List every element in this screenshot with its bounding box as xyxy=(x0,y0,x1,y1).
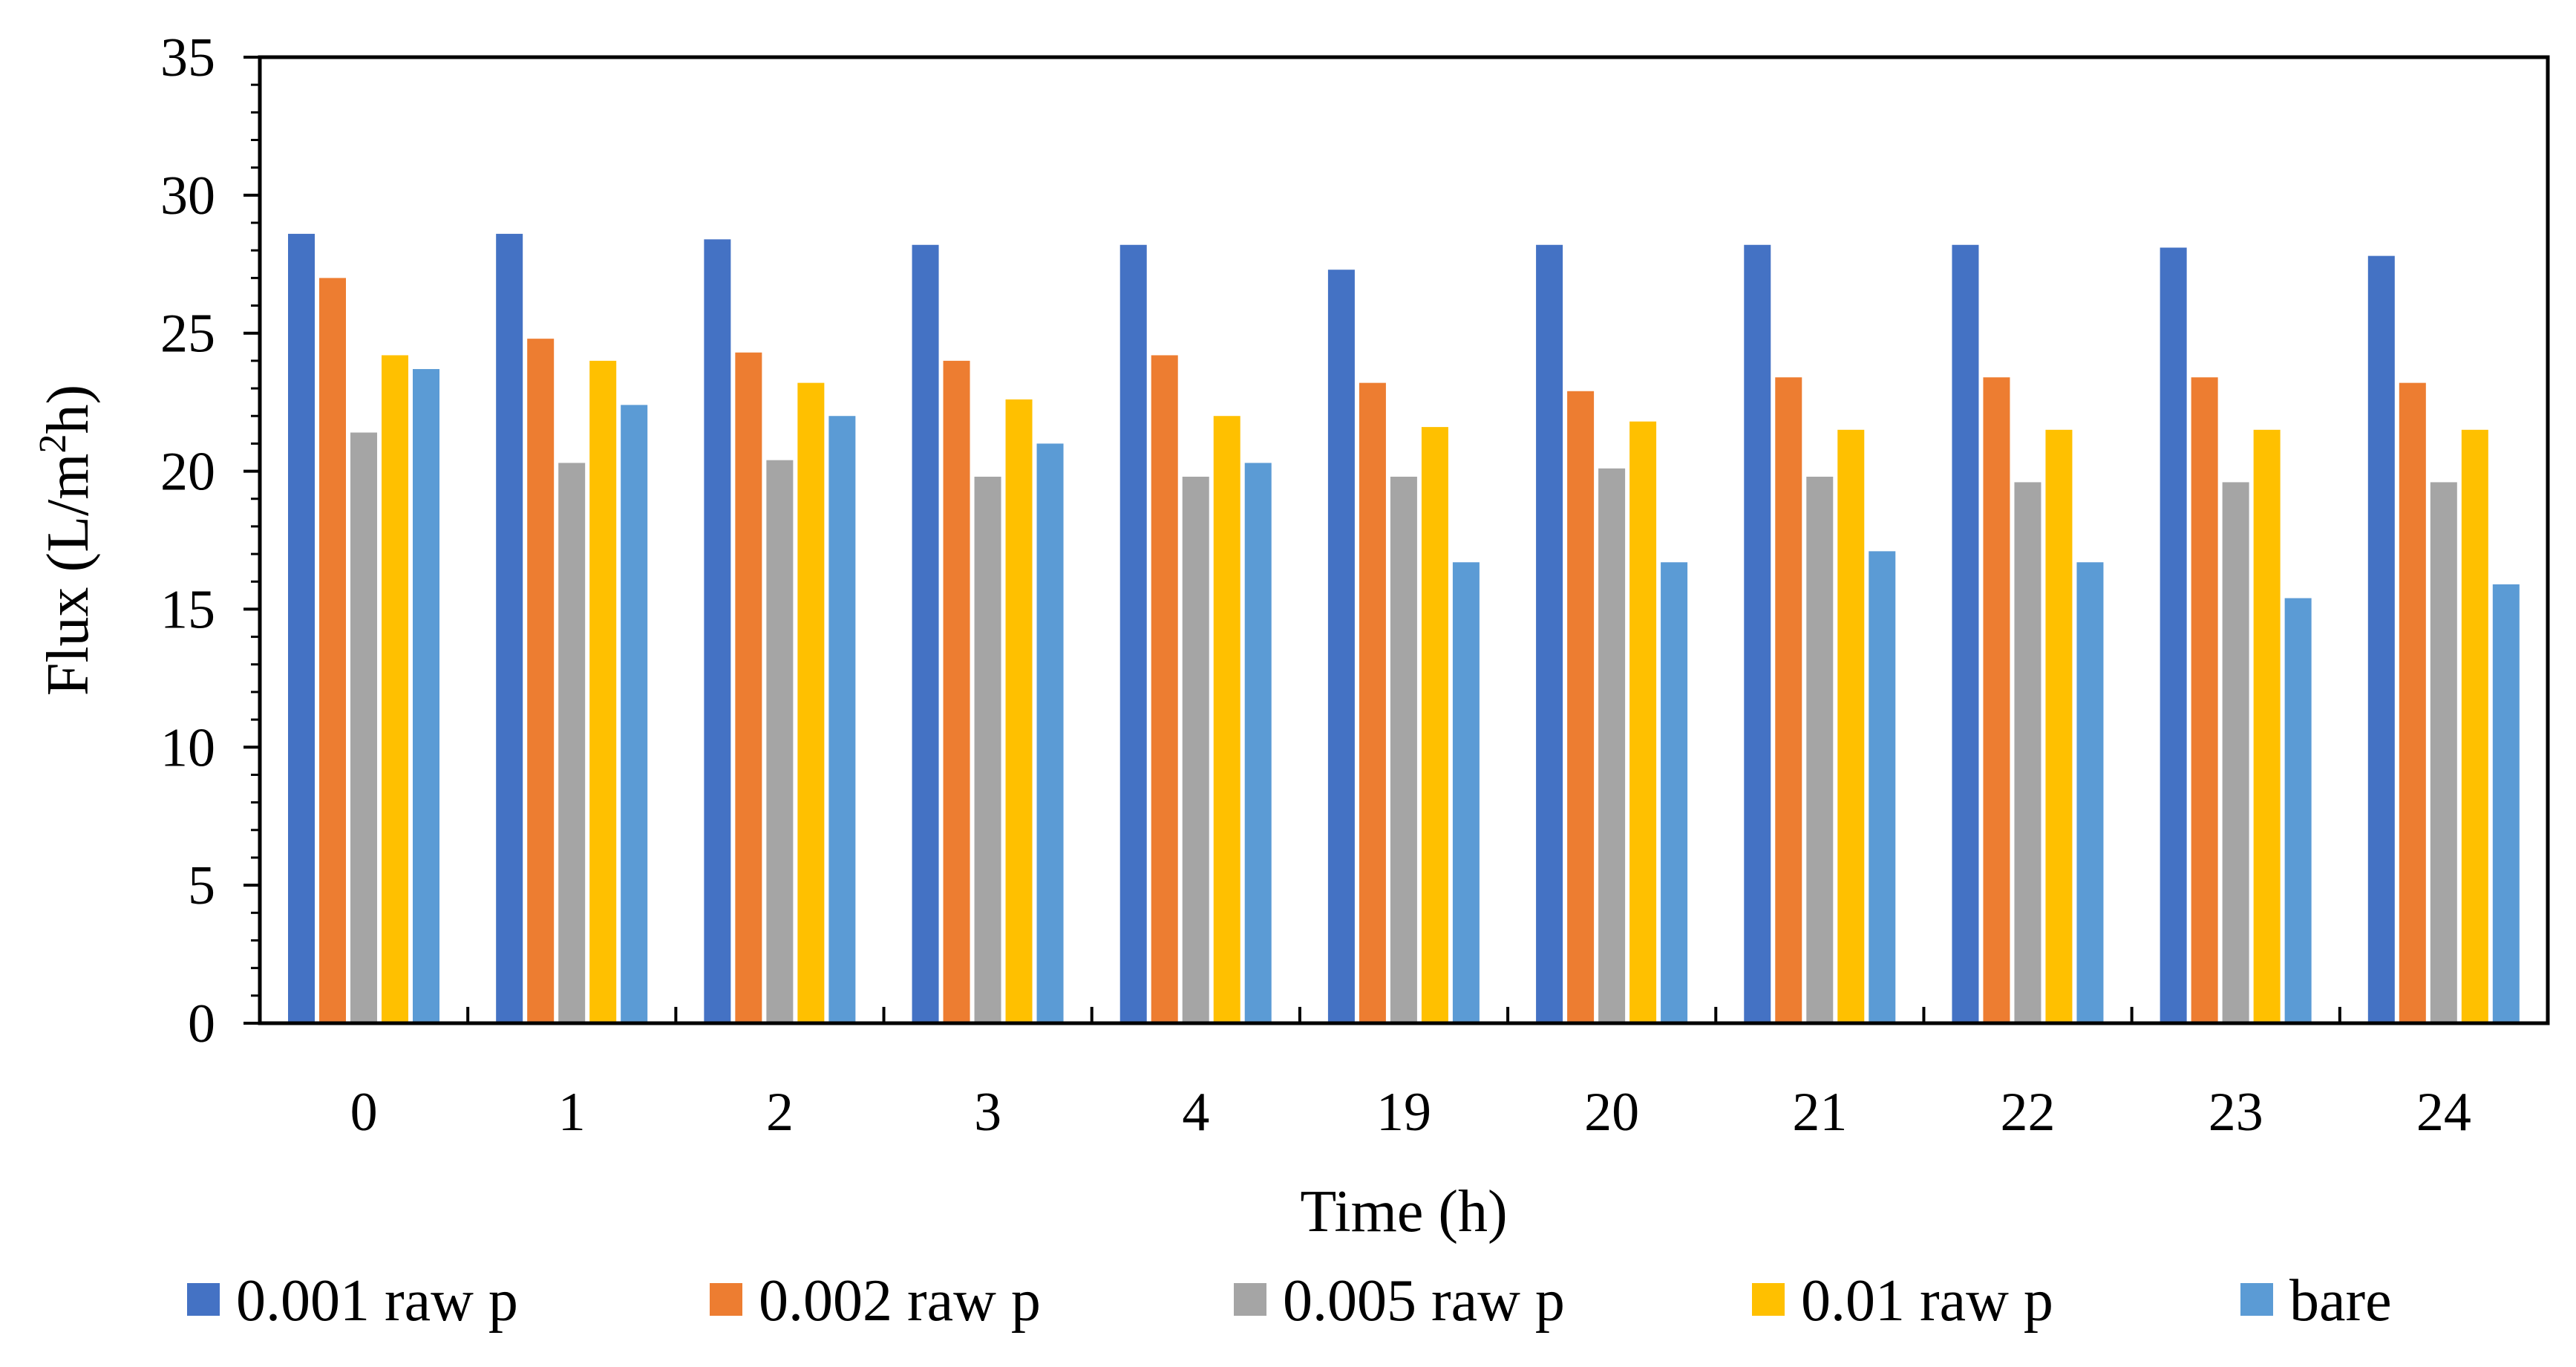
bar-0-01-raw-p-t19 xyxy=(1421,427,1448,1023)
bar-0-005-raw-p-t23 xyxy=(2222,482,2249,1023)
x-tick-label: 23 xyxy=(2209,1082,2263,1143)
plot-area-frame xyxy=(258,55,2550,1025)
bar-0-005-raw-p-t22 xyxy=(2014,482,2041,1023)
legend-swatch xyxy=(2240,1283,2273,1316)
x-tick-label: 20 xyxy=(1584,1082,1639,1143)
bar-bare-t4 xyxy=(1244,463,1272,1023)
bar-0-001-raw-p-t2 xyxy=(704,239,731,1023)
bar-0-01-raw-p-t23 xyxy=(2253,429,2281,1023)
bar-bare-t24 xyxy=(2492,584,2520,1023)
bar-0-002-raw-p-t23 xyxy=(2191,377,2218,1023)
bar-bare-t3 xyxy=(1036,443,1064,1023)
bar-0-002-raw-p-t20 xyxy=(1567,391,1595,1023)
y-axis-ticks: 0 5 10 15 20 25 30 35 xyxy=(160,27,260,1054)
bar-0-002-raw-p-t1 xyxy=(527,339,555,1023)
bar-0-002-raw-p-t21 xyxy=(1775,377,1802,1023)
x-tick-label: 3 xyxy=(974,1082,1001,1143)
bar-0-002-raw-p-t2 xyxy=(735,352,762,1024)
legend-swatch xyxy=(187,1283,220,1316)
y-axis-title: Flux (L/m2h) xyxy=(32,385,101,696)
bar-0-001-raw-p-t3 xyxy=(912,244,939,1023)
legend-label: 0.01 raw p xyxy=(1801,1268,2053,1334)
legend-label: 0.002 raw p xyxy=(759,1268,1041,1334)
x-tick-label: 22 xyxy=(2001,1082,2056,1143)
x-tick-label: 1 xyxy=(558,1082,586,1143)
bar-0-001-raw-p-t21 xyxy=(1744,244,1771,1023)
bar-0-01-raw-p-t1 xyxy=(589,360,617,1023)
x-tick-label: 2 xyxy=(766,1082,794,1143)
bar-bare-t2 xyxy=(828,416,856,1023)
bar-0-002-raw-p-t24 xyxy=(2399,382,2426,1023)
bar-0-001-raw-p-t22 xyxy=(1952,244,1979,1023)
legend-label: 0.005 raw p xyxy=(1283,1268,1565,1334)
bar-0-005-raw-p-t3 xyxy=(974,477,1001,1023)
x-tick-label: 24 xyxy=(2416,1082,2471,1143)
y-tick-label: 5 xyxy=(188,855,215,916)
bar-0-005-raw-p-t20 xyxy=(1598,468,1626,1023)
y-axis-title-superscript: 2 xyxy=(32,434,74,453)
bar-bare-t1 xyxy=(621,405,648,1023)
x-tick-label: 19 xyxy=(1376,1082,1431,1143)
bar-0-005-raw-p-t2 xyxy=(766,460,794,1023)
legend-swatch xyxy=(710,1283,742,1316)
legend: 0.001 raw p 0.002 raw p 0.005 raw p 0.01 ra… xyxy=(187,1268,2392,1334)
bar-0-001-raw-p-t24 xyxy=(2367,255,2395,1023)
bar-0-01-raw-p-t24 xyxy=(2461,429,2488,1023)
bar-bare-t19 xyxy=(1452,562,1480,1023)
x-tick-label: 4 xyxy=(1182,1082,1209,1143)
bar-0-01-raw-p-t2 xyxy=(797,382,825,1023)
bar-0-002-raw-p-t4 xyxy=(1151,355,1178,1023)
bar-0-005-raw-p-t4 xyxy=(1182,477,1209,1023)
bar-0-01-raw-p-t21 xyxy=(1837,429,1865,1023)
bar-0-01-raw-p-t4 xyxy=(1213,416,1240,1023)
bar-bare-t22 xyxy=(2076,562,2104,1023)
y-tick-label: 10 xyxy=(160,717,215,778)
bar-0-001-raw-p-t0 xyxy=(288,233,315,1023)
bar-0-005-raw-p-t21 xyxy=(1806,477,1834,1023)
bar-0-001-raw-p-t4 xyxy=(1119,244,1147,1023)
bar-0-001-raw-p-t1 xyxy=(496,233,523,1023)
bar-0-005-raw-p-t24 xyxy=(2430,482,2457,1023)
bar-0-005-raw-p-t19 xyxy=(1390,477,1417,1023)
legend-label: bare xyxy=(2289,1268,2392,1334)
y-tick-label: 15 xyxy=(160,579,215,640)
bar-0-01-raw-p-t3 xyxy=(1005,399,1033,1023)
bars-layer xyxy=(288,233,2520,1024)
bar-0-001-raw-p-t20 xyxy=(1536,244,1563,1023)
x-tick-label: 0 xyxy=(350,1082,378,1143)
y-tick-label: 35 xyxy=(160,27,215,88)
bar-0-002-raw-p-t0 xyxy=(319,278,346,1023)
bar-0-005-raw-p-t0 xyxy=(350,432,377,1023)
y-axis-title-suffix: h) xyxy=(36,385,101,434)
bar-bare-t23 xyxy=(2284,598,2312,1023)
bar-0-005-raw-p-t1 xyxy=(558,463,586,1023)
x-axis-ticks: 0 1 2 3 4 19 20 21 22 23 24 xyxy=(258,1007,2549,1143)
legend-swatch xyxy=(1234,1283,1266,1316)
bar-0-001-raw-p-t23 xyxy=(2160,247,2187,1023)
bar-0-01-raw-p-t20 xyxy=(1629,421,1657,1023)
y-tick-label: 20 xyxy=(160,442,215,503)
legend-label: 0.001 raw p xyxy=(236,1268,518,1334)
y-tick-label: 25 xyxy=(160,304,215,365)
bar-bare-t21 xyxy=(1869,551,1896,1023)
bar-0-002-raw-p-t3 xyxy=(943,360,970,1023)
bar-0-002-raw-p-t19 xyxy=(1359,382,1386,1023)
bar-0-002-raw-p-t22 xyxy=(1983,377,2010,1023)
bar-0-001-raw-p-t19 xyxy=(1327,270,1355,1024)
bar-bare-t20 xyxy=(1661,562,1688,1023)
y-tick-label: 0 xyxy=(188,994,215,1054)
legend-swatch xyxy=(1752,1283,1785,1316)
bar-bare-t0 xyxy=(413,369,439,1024)
bar-0-01-raw-p-t22 xyxy=(2045,429,2073,1023)
y-tick-label: 30 xyxy=(160,166,215,226)
x-tick-label: 21 xyxy=(1792,1082,1847,1143)
x-axis-title: Time (h) xyxy=(1300,1179,1507,1244)
bar-0-01-raw-p-t0 xyxy=(382,355,408,1023)
